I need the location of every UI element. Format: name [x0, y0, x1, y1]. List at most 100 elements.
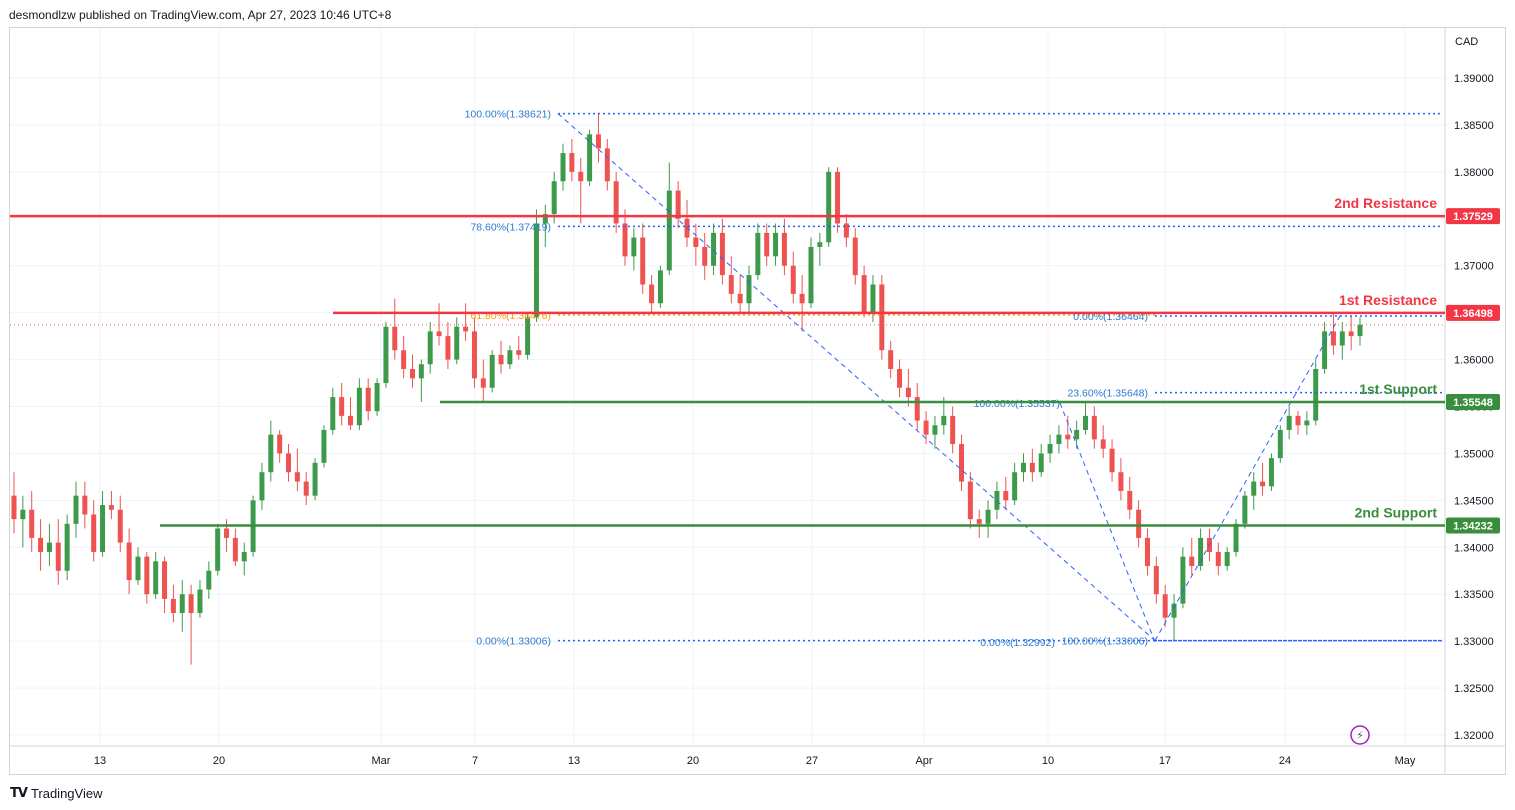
candle-body [179, 594, 185, 613]
candle-body [1180, 556, 1186, 604]
x-tick-label: Mar [372, 755, 391, 767]
candle-body [1056, 434, 1062, 445]
candle-body [675, 190, 681, 219]
candle-body [1118, 472, 1124, 491]
x-tick-label: 24 [1279, 755, 1291, 767]
candle-body [950, 415, 956, 445]
y-tick-label: 1.33500 [1454, 589, 1494, 601]
candle-body [1003, 490, 1009, 501]
lightning-event-icon [1350, 725, 1370, 745]
candle-body [1295, 415, 1301, 426]
publisher-caption: desmondlzw published on TradingView.com,… [9, 8, 392, 22]
candle-body [959, 444, 965, 482]
candle-body [445, 336, 451, 360]
candle-body [578, 171, 584, 182]
resistance-price-value: 1.36498 [1453, 308, 1493, 320]
candle-body [746, 275, 752, 304]
candle-body [737, 293, 743, 304]
candle-body [303, 481, 309, 496]
candle-body [773, 232, 779, 257]
x-tick-label: 27 [806, 755, 818, 767]
candle-body [463, 326, 469, 332]
candle-body [587, 134, 593, 182]
candle-body [241, 551, 247, 562]
candle-body [409, 368, 415, 379]
candle-body [1215, 551, 1221, 567]
candle-body [994, 490, 1000, 510]
candle-body [232, 537, 238, 562]
fib-trend-line [557, 113, 1156, 641]
candle-body [693, 237, 699, 247]
candle-body [498, 354, 504, 365]
candle-body [861, 275, 867, 313]
candle-body [799, 293, 805, 304]
candle-body [392, 326, 398, 351]
x-tick-label: 17 [1159, 755, 1171, 767]
candle-body [1322, 331, 1328, 369]
candle-body [1029, 462, 1035, 473]
y-tick-label: 1.39000 [1454, 73, 1494, 85]
candle-body [215, 528, 221, 571]
candle-body [985, 509, 991, 524]
x-tick-label: 20 [687, 755, 699, 767]
candle-body [542, 214, 548, 224]
y-tick-label: 1.38500 [1454, 120, 1494, 132]
candle-body [1091, 415, 1097, 440]
candle-body [604, 148, 610, 182]
candle-body [1348, 331, 1354, 337]
fib-label: 100.00%(1.35537) [974, 398, 1060, 410]
candle-body [286, 453, 292, 473]
candle-body [923, 420, 929, 435]
candle-body [117, 509, 123, 543]
candle-body [365, 387, 371, 412]
candle-body [418, 364, 424, 379]
candle-body [126, 542, 132, 581]
candle-body [595, 134, 601, 149]
candle-body [657, 270, 663, 304]
candle-body [1153, 566, 1159, 595]
candle-body [144, 556, 150, 595]
candle-body [976, 519, 982, 524]
candle-body [516, 350, 522, 355]
candle-body [1065, 434, 1071, 440]
candle-body [1242, 495, 1248, 524]
candle-body [91, 514, 97, 552]
y-tick-label: 1.38000 [1454, 167, 1494, 179]
candle-body [480, 378, 486, 388]
candle-body [1224, 551, 1230, 567]
candle-body [312, 462, 318, 496]
candle-body [29, 509, 35, 538]
candle-body [569, 153, 575, 172]
support-price-value: 1.35548 [1453, 397, 1493, 409]
candle-body [1304, 420, 1310, 426]
candle-body [330, 397, 336, 430]
candle-body [1233, 523, 1239, 552]
candle-body [1260, 481, 1266, 487]
candle-body [870, 284, 876, 313]
y-tick-label: 1.33000 [1454, 636, 1494, 648]
candle-body [471, 331, 477, 379]
candle-body [790, 265, 796, 294]
candle-body [82, 495, 88, 515]
candle-body [728, 275, 734, 294]
candle-body [1357, 324, 1363, 337]
candle-body [684, 218, 690, 238]
fib-trend-line [1154, 315, 1341, 641]
tradingview-brand[interactable]: 𝗧𝗩 TradingView [10, 785, 102, 801]
candle-body [64, 523, 70, 571]
candle-body [1144, 537, 1150, 567]
resistance-price-value: 1.37529 [1453, 211, 1493, 223]
candle-body [897, 368, 903, 388]
candle-body [1082, 415, 1088, 430]
fib-trend-line [1059, 402, 1156, 643]
resistance-price-tag [1446, 304, 1500, 321]
fib-label: 78.60%(1.37419) [470, 221, 551, 233]
candle-body [808, 246, 814, 304]
candle-body [879, 284, 885, 351]
support-label: 2nd Support [1355, 505, 1438, 521]
candle-body [108, 505, 114, 510]
candle-body [1074, 429, 1080, 440]
candle-body [533, 223, 539, 318]
candle-body [649, 284, 655, 304]
